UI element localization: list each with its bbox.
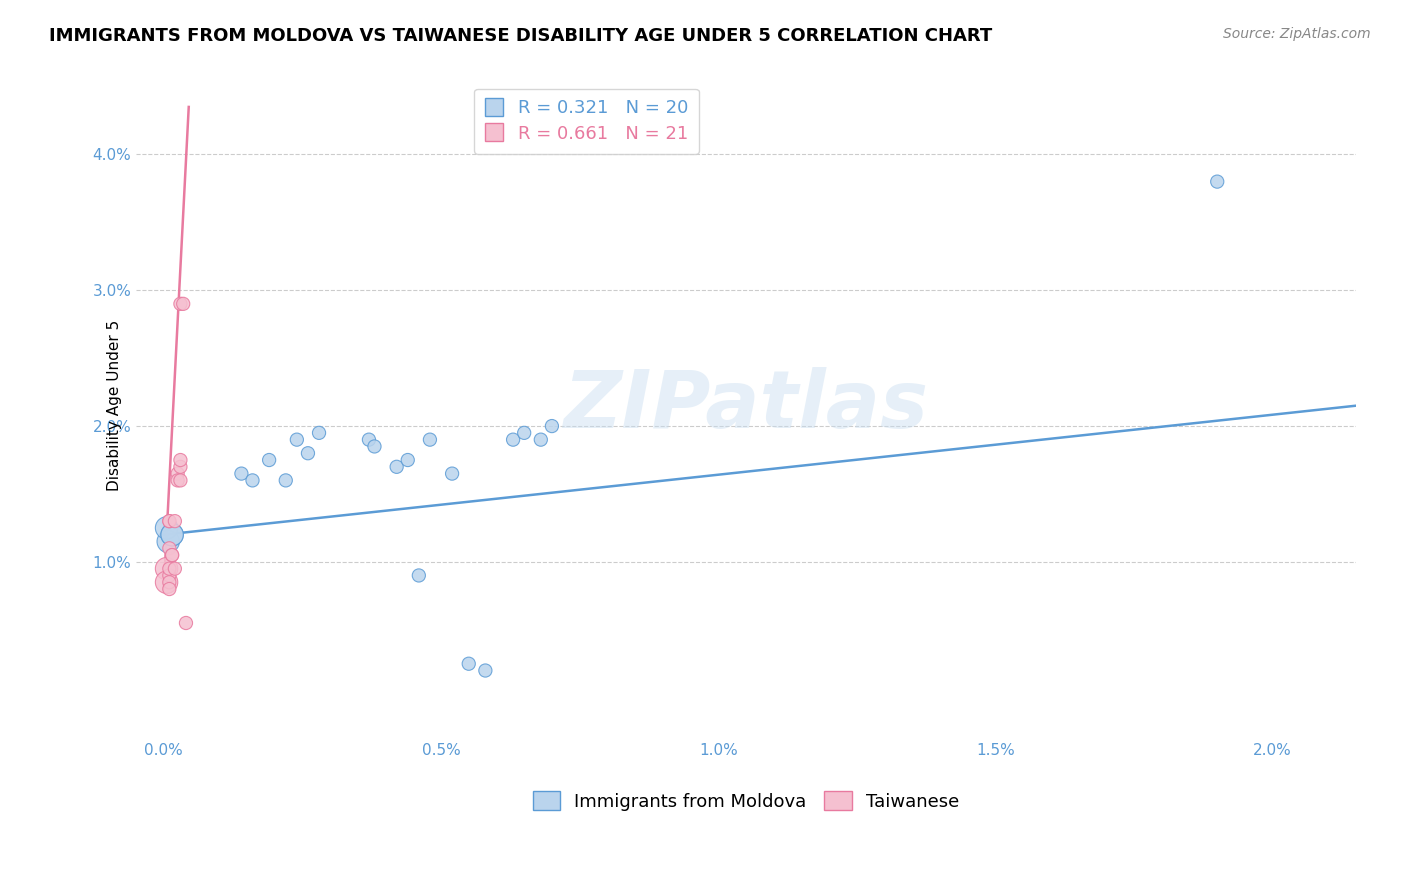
Text: Source: ZipAtlas.com: Source: ZipAtlas.com (1223, 27, 1371, 41)
Point (169, 459, 191, 474)
Point (155, 521, 177, 535)
Point (157, 575, 180, 590)
Point (163, 514, 186, 528)
Point (396, 453, 419, 467)
Point (530, 433, 553, 447)
Text: ZIPatlas: ZIPatlas (564, 367, 928, 445)
Point (441, 467, 464, 481)
Point (419, 433, 441, 447)
Point (160, 548, 183, 562)
Point (155, 562, 177, 576)
Point (274, 474, 297, 488)
Point (157, 541, 180, 556)
Point (172, 297, 194, 311)
Point (157, 534, 180, 549)
Point (285, 433, 308, 447)
Point (157, 514, 180, 528)
Point (502, 433, 524, 447)
Point (169, 474, 191, 488)
Point (160, 548, 183, 562)
Point (297, 446, 319, 460)
Point (169, 453, 191, 467)
Point (357, 433, 380, 447)
Point (166, 467, 188, 481)
Point (385, 459, 408, 474)
Point (257, 453, 280, 467)
Point (160, 527, 183, 541)
Point (157, 568, 180, 582)
Point (157, 562, 180, 576)
Point (541, 419, 564, 434)
Point (166, 474, 188, 488)
Point (408, 568, 430, 582)
Point (157, 514, 180, 528)
Legend: Immigrants from Moldova, Taiwanese: Immigrants from Moldova, Taiwanese (526, 784, 966, 818)
Point (160, 527, 183, 541)
Point (169, 297, 191, 311)
Point (157, 582, 180, 596)
Point (163, 562, 186, 576)
Point (1206, 175, 1229, 189)
Text: IMMIGRANTS FROM MOLDOVA VS TAIWANESE DISABILITY AGE UNDER 5 CORRELATION CHART: IMMIGRANTS FROM MOLDOVA VS TAIWANESE DIS… (49, 27, 993, 45)
Y-axis label: Disability Age Under 5: Disability Age Under 5 (107, 320, 122, 491)
Point (363, 439, 385, 453)
Point (231, 467, 253, 481)
Point (457, 657, 479, 671)
Point (513, 425, 536, 440)
Point (474, 664, 496, 678)
Point (174, 615, 197, 630)
Point (242, 474, 264, 488)
Point (155, 575, 177, 590)
Point (308, 425, 330, 440)
